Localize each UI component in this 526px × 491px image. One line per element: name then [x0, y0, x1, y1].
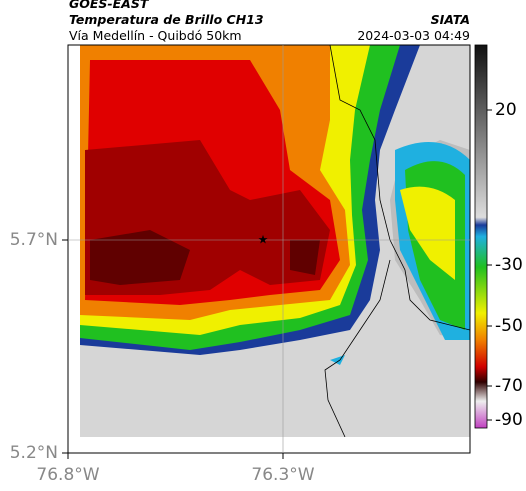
source: SIATA	[430, 12, 470, 27]
subtitle: Temperatura de Brillo CH13	[69, 12, 264, 27]
colorbar-tick-label: -70	[495, 376, 523, 396]
lat-tick-label: 5.2°N	[10, 443, 58, 463]
title: GOES-EAST	[69, 0, 149, 11]
colorbar-tick-label: -30	[495, 255, 523, 275]
colorbar	[474, 44, 488, 429]
star: ★	[258, 233, 269, 247]
colorbar-tick-label: -50	[495, 316, 523, 336]
lat-tick-label: 5.7°N	[10, 230, 58, 250]
colorbar-tick-label: 20	[495, 100, 517, 120]
colorbar-tick-label: -90	[495, 410, 523, 430]
imagery	[80, 45, 470, 437]
location: Vía Medellín - Quibdó 50km	[69, 28, 242, 43]
datetime: 2024-03-03 04:49	[357, 28, 470, 43]
lon-tick-label: 76.8°W	[36, 465, 99, 485]
lon-tick-label: 76.3°W	[251, 465, 314, 485]
